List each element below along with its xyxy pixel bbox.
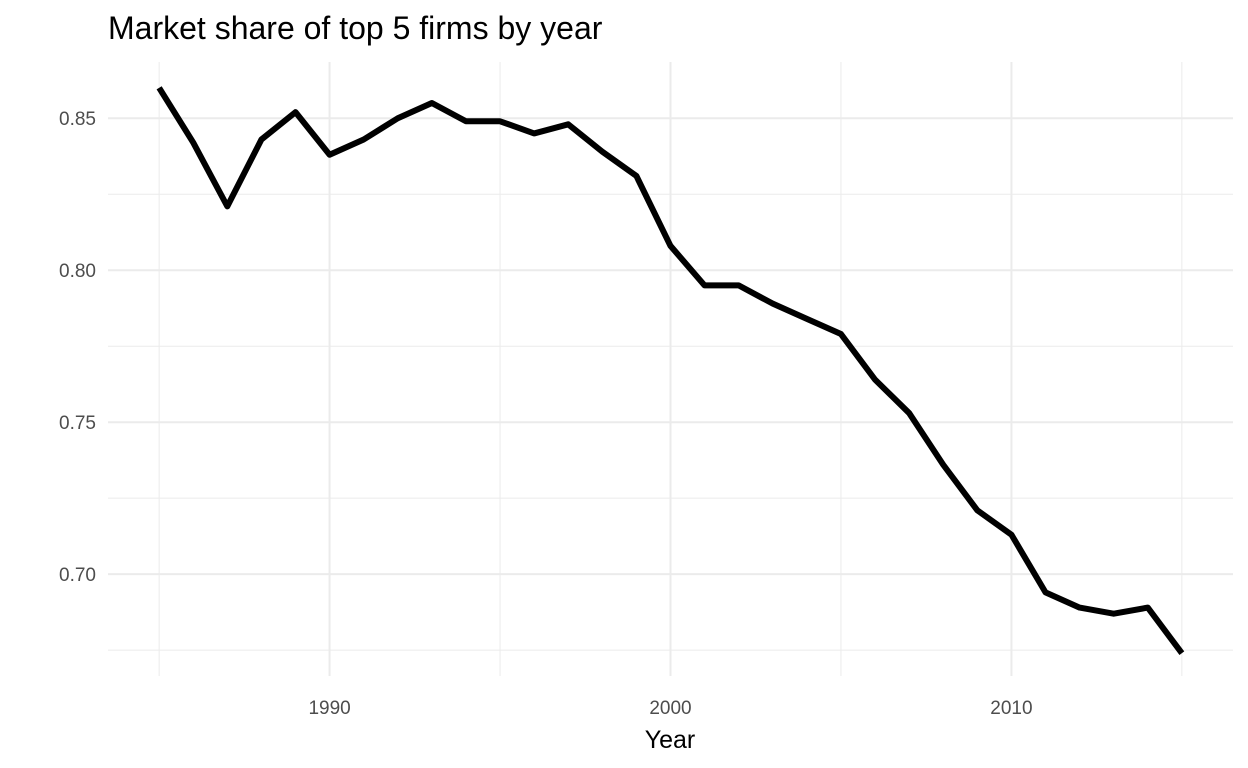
y-tick-label: 0.80 (59, 261, 96, 282)
x-axis-ticks: 1990 2000 2010 (308, 698, 1032, 719)
x-tick-label: 2010 (990, 698, 1032, 719)
y-tick-label: 0.70 (59, 565, 96, 586)
y-tick-label: 0.75 (59, 413, 96, 434)
series-layer (156, 86, 1185, 655)
chart-title: Market share of top 5 firms by year (108, 10, 603, 46)
y-axis-ticks: 0.70 0.75 0.80 0.85 (59, 109, 96, 586)
x-axis-label: Year (645, 726, 696, 754)
major-gridlines (108, 62, 1233, 676)
x-tick-label: 2000 (649, 698, 691, 719)
x-tick-label: 1990 (308, 698, 350, 719)
y-tick-label: 0.85 (59, 109, 96, 130)
